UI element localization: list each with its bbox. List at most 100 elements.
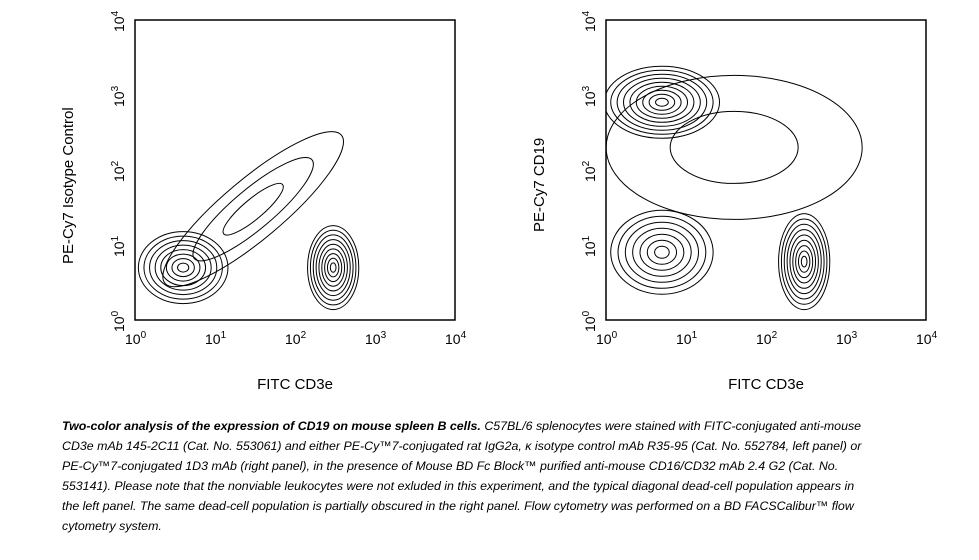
tick-exponent: 1	[691, 330, 698, 341]
x-tick-label: 101	[676, 330, 697, 347]
y-tick-label: 102	[110, 161, 127, 182]
tick-exponent: 2	[300, 330, 307, 341]
contour-line-pop2	[783, 223, 825, 300]
contour-line-pop0	[629, 81, 695, 123]
contour-line-pop0	[606, 65, 721, 139]
contour-line-pop1	[309, 229, 357, 306]
contour-line-pop2	[797, 250, 811, 273]
tick-exponent: 1	[110, 235, 121, 242]
y-tick-label: 103	[110, 86, 127, 107]
tick-base: 10	[111, 16, 127, 32]
contour-plot	[134, 19, 456, 321]
tick-base: 10	[756, 331, 772, 347]
contour-line-pop0	[149, 240, 218, 296]
contour-line-pop2	[222, 182, 284, 236]
y-tick-label: 100	[581, 311, 598, 332]
contour-line-pop0	[137, 231, 229, 305]
tick-base: 10	[916, 331, 932, 347]
contour-line-pop0	[143, 235, 223, 300]
x-axis-label: FITC CD3e	[257, 376, 333, 393]
tick-base: 10	[111, 91, 127, 107]
contour-line-pop0	[655, 97, 669, 107]
tick-exponent: 0	[581, 310, 592, 317]
contour-line-pop1	[326, 257, 340, 278]
plot-frame	[134, 19, 456, 321]
tick-exponent: 3	[110, 85, 121, 92]
y-tick-label: 104	[581, 11, 598, 32]
y-axis-label: PE-Cy7 CD19	[531, 137, 548, 232]
x-tick-label: 102	[756, 330, 777, 347]
contour-line-pop1	[632, 227, 692, 277]
contour-line-pop1	[646, 239, 678, 265]
tick-exponent: 0	[110, 310, 121, 317]
x-tick-label: 100	[125, 330, 146, 347]
y-tick-label: 104	[110, 11, 127, 32]
tick-base: 10	[582, 166, 598, 182]
y-tick-label: 101	[581, 236, 598, 257]
tick-exponent: 2	[771, 330, 778, 341]
tick-base: 10	[582, 241, 598, 257]
tick-base: 10	[285, 331, 301, 347]
contour-line-pop2	[800, 255, 808, 268]
contour-line-pop0	[648, 93, 676, 111]
contour-plot	[605, 19, 927, 321]
tick-base: 10	[445, 331, 461, 347]
contour-line-pop2	[162, 131, 345, 288]
contour-line-pop1	[617, 215, 707, 289]
tick-exponent: 3	[851, 330, 858, 341]
tick-base: 10	[365, 331, 381, 347]
contour-line-pop1	[610, 209, 714, 295]
contour-line-pop1	[639, 233, 685, 271]
y-tick-label: 102	[581, 161, 598, 182]
contour-line-pop1	[307, 225, 360, 311]
contour-line-pop0	[154, 244, 212, 291]
contour-line-pop1	[654, 245, 670, 259]
tick-exponent: 4	[460, 330, 467, 341]
contour-line-pop1	[324, 253, 343, 283]
y-tick-label: 101	[110, 236, 127, 257]
y-tick-label: 100	[110, 311, 127, 332]
x-axis-label: FITC CD3e	[728, 376, 804, 393]
contour-line-pop1	[318, 243, 348, 292]
tick-base: 10	[111, 316, 127, 332]
tick-exponent: 1	[220, 330, 227, 341]
tick-base: 10	[111, 241, 127, 257]
contour-line-pop0	[171, 258, 195, 278]
contour-line-pop3	[669, 110, 799, 184]
tick-exponent: 2	[110, 160, 121, 167]
contour-line-pop2	[792, 239, 817, 284]
contour-line-pop2	[192, 157, 314, 262]
contour-line-pop2	[795, 245, 814, 279]
x-tick-label: 104	[916, 330, 937, 347]
contour-line-pop1	[624, 221, 699, 283]
tick-exponent: 0	[140, 330, 147, 341]
contour-line-pop0	[623, 77, 701, 127]
figure-caption: Two-color analysis of the expression of …	[62, 416, 862, 536]
tick-base: 10	[582, 16, 598, 32]
tick-exponent: 2	[581, 160, 592, 167]
tick-exponent: 3	[581, 85, 592, 92]
contour-line-pop0	[177, 262, 190, 273]
tick-exponent: 1	[581, 235, 592, 242]
caption-text: C57BL/6 splenocytes were stained with FI…	[62, 419, 862, 533]
contour-line-pop0	[642, 89, 682, 115]
x-tick-label: 103	[836, 330, 857, 347]
contour-line-pop2	[778, 213, 831, 311]
x-tick-label: 104	[445, 330, 466, 347]
tick-base: 10	[111, 166, 127, 182]
caption-title: Two-color analysis of the expression of …	[62, 419, 481, 433]
contour-line-pop1	[321, 248, 346, 287]
y-axis-label: PE-Cy7 Isotype Control	[60, 106, 77, 264]
tick-base: 10	[596, 331, 612, 347]
tick-base: 10	[125, 331, 141, 347]
tick-exponent: 3	[380, 330, 387, 341]
contour-line-pop0	[165, 253, 201, 282]
contour-line-pop1	[315, 239, 351, 297]
tick-base: 10	[582, 316, 598, 332]
tick-base: 10	[836, 331, 852, 347]
x-tick-label: 102	[285, 330, 306, 347]
tick-exponent: 4	[931, 330, 938, 341]
contour-line-pop1	[312, 234, 354, 301]
contour-line-pop2	[789, 234, 819, 289]
y-tick-label: 103	[581, 86, 598, 107]
